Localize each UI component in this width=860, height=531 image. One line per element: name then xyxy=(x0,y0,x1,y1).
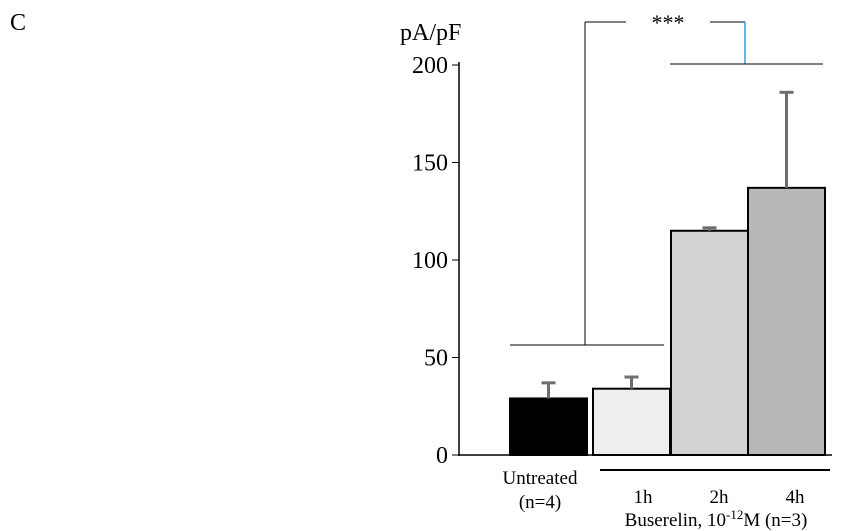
x-label-2h: 2h xyxy=(710,487,730,508)
significance-stars: *** xyxy=(652,10,685,35)
x-labels: Untreated (n=4) 1h 2h 4h xyxy=(503,468,805,513)
bars xyxy=(509,90,826,457)
bar-4h xyxy=(747,186,826,456)
y-tick-label: 100 xyxy=(412,248,448,274)
x-label-1h: 1h xyxy=(634,487,654,508)
bar-2h xyxy=(670,229,749,456)
y-tick-label: 200 xyxy=(412,53,448,79)
x-label-untreated: Untreated xyxy=(503,468,578,489)
bar-untreated xyxy=(509,397,588,457)
y-axis-label: pA/pF xyxy=(400,20,461,46)
y-ticks: 0 50 100 150 200 xyxy=(412,53,459,469)
group-label-suffix: M (n=3) xyxy=(743,510,807,531)
panel-label: C xyxy=(10,10,26,36)
group-label-prefix: Buserelin, 10 xyxy=(625,510,726,531)
y-tick-label: 150 xyxy=(412,151,448,177)
group-label-superscript: -12 xyxy=(726,507,743,522)
x-label-untreated-n: (n=4) xyxy=(519,492,561,513)
x-label-4h: 4h xyxy=(786,487,806,508)
bar-1h xyxy=(592,387,671,457)
y-tick-label: 50 xyxy=(424,346,448,372)
buserelin-group-label: Buserelin, 10-12M (n=3) xyxy=(625,507,808,531)
y-tick-label: 0 xyxy=(436,443,448,469)
